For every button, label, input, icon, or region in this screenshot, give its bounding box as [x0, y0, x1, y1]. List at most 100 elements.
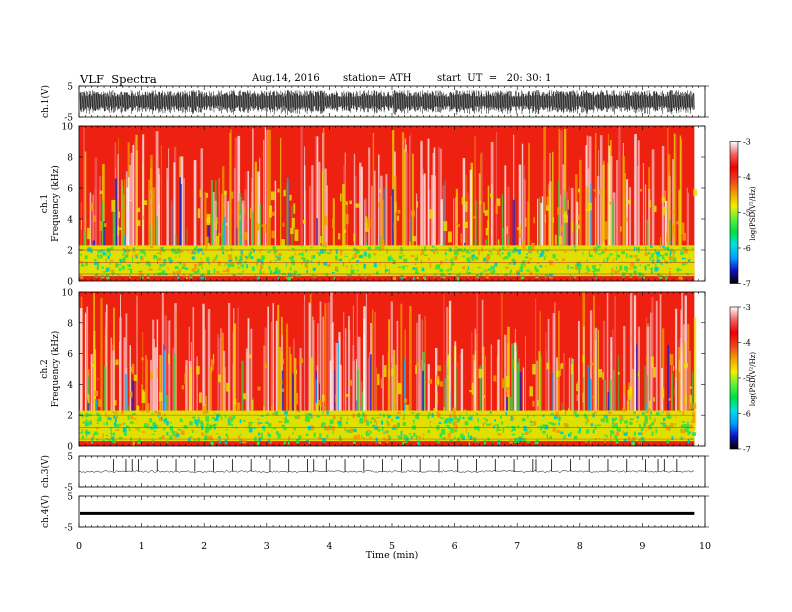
ch1-spec-burst — [646, 219, 649, 246]
ch1-spec-patch — [625, 217, 628, 222]
ch2-spec-lowband-cell — [605, 417, 609, 423]
ch2-spec-lowband-cell — [205, 410, 209, 414]
ch1-spec-heatmap-stripe — [166, 168, 169, 266]
ch2-spec-lowband-cell — [91, 437, 94, 439]
ch1-spec-lowband-cell — [681, 246, 686, 249]
ch1-spec-burst — [410, 217, 412, 246]
ch2-spec-lowband-cell — [113, 414, 116, 419]
ch2-spec-lowband-cell — [98, 415, 102, 419]
ch2-spec-heatmap-stripe — [387, 351, 389, 431]
ch1-spec-heatmap-stripe — [599, 135, 603, 266]
ch1-spec-patch — [239, 215, 241, 220]
ch2-spec-lowband-cell — [680, 428, 682, 433]
ch1-spec-lowband-cell — [324, 248, 326, 254]
ch2-spec-lowband-cell — [196, 424, 199, 427]
ch1-spec-lowband-cell — [311, 255, 313, 260]
ch1-spec-patch — [602, 242, 606, 252]
ch2-spec-heatmap-stripe — [272, 303, 274, 431]
ch2-spec-lowband-cell — [546, 434, 548, 440]
ch2-spec-lowband-cell — [375, 421, 378, 426]
ch1-spec-heatmap-stripe — [373, 170, 376, 266]
ch2-spec-lowband-cell — [684, 426, 688, 428]
ch1-spec-lowband-cell — [430, 249, 434, 252]
ch2-spec-burst — [126, 405, 129, 411]
ch1-spec-ytick-label: 2 — [67, 247, 73, 257]
ch2-spec-lowband-cell — [598, 437, 600, 439]
ch2-spec-heatmap-stripe — [209, 366, 212, 431]
ch2-spec-patch — [617, 371, 620, 375]
ch1-spec-lowband-cell — [492, 266, 495, 270]
ch2-spec-lowband-cell — [501, 421, 504, 425]
ch2-spec-heatmap-stripe — [154, 347, 156, 431]
ch1-spec-patch — [293, 203, 296, 214]
ch1-spec-lowband-cell — [199, 261, 203, 266]
ch2-spec-lowband-cell — [510, 426, 514, 428]
ch2-spec-lowband-cell — [346, 421, 348, 425]
ch1-spec-lowband-cell — [392, 262, 396, 265]
ch2-spec-lowband-cell — [123, 422, 125, 425]
ch2-spec-lowband-cell — [214, 418, 219, 422]
ch1-spec-lowband-cell — [287, 272, 292, 278]
ch1-spec-lowband-cell — [153, 273, 155, 277]
ch2-spec-heatmap-stripe — [693, 317, 697, 431]
ch1-spec-lowband-cell — [218, 248, 221, 250]
ch1-spec-lowband-cell — [665, 252, 668, 256]
ch1-spec-lowband-cell — [195, 246, 198, 249]
ch2-spec-patch — [493, 375, 497, 382]
ch2-spec-burst — [173, 353, 176, 411]
ch1-spec-lowband-cell — [475, 256, 479, 261]
ch1-spec-heatmap-stripe — [132, 144, 135, 266]
ch1-spec-heatmap-stripe — [263, 140, 265, 266]
ch2-spec-heatmap-stripe — [448, 300, 452, 431]
ch1-spec-lowband-cell — [509, 271, 511, 275]
ch1-spec-lowband-cell — [214, 256, 217, 259]
ch1-spec-ytick-label: 8 — [67, 154, 73, 164]
ch1-spec-lowband-cell — [520, 275, 525, 280]
ch1-spec-lowband-cell — [161, 270, 166, 275]
ch2-spec-lowband-cell — [467, 432, 469, 438]
ch2-spec-lowband-cell — [585, 421, 587, 425]
ch1-spec-lowband-cell — [100, 275, 105, 279]
ch1-spec-lowband-cell — [327, 264, 331, 267]
ch1-spec-heatmap-stripe — [610, 155, 613, 266]
ch1-spec-lowband-cell — [134, 253, 139, 257]
ch2-spec-lowband-cell — [502, 427, 505, 433]
ch1-spec-lowband-cell — [466, 257, 471, 262]
ch2-spec-heatmap-stripe — [245, 348, 248, 431]
ch1-spec-patch — [585, 208, 589, 212]
ch1-spec-lowband-cell — [423, 275, 427, 281]
ch1-spec-lowband-cell — [318, 261, 320, 266]
ch2-spec-lowband-cell — [326, 410, 329, 415]
ch2-spec-lowband-cell — [486, 423, 490, 426]
ch2-spec-lowband-cell — [440, 417, 444, 419]
ch1-spec-heatmap-stripe — [608, 145, 611, 266]
ch2-spec-lowband-cell — [687, 430, 690, 435]
ch2-spec-lowband-cell — [325, 427, 330, 431]
ch1-spec-lowband-cell — [570, 267, 574, 269]
ch1-spec-lowband-cell — [665, 275, 668, 281]
ch1-spec-lowband-cell — [621, 251, 625, 255]
ch2-spec-lowband-cell — [586, 419, 590, 423]
ch2-spec-patch — [506, 376, 510, 388]
ch1-spec-heatmap-stripe — [204, 192, 207, 266]
ch2-spec-lowband-cell — [208, 435, 211, 440]
ch2-spec-lowband-cell — [297, 415, 300, 419]
ch1-spec-patch — [393, 222, 396, 230]
ch1-spec-lowband-cell — [102, 271, 107, 273]
ch1-spec-lowband-cell — [142, 249, 145, 254]
ch2-spec-heatmap-stripe — [279, 347, 282, 431]
ch1-spec-burst — [236, 227, 238, 246]
ch1-spec-heatmap-stripe — [431, 175, 434, 266]
ch1-spec-lowband-cell — [97, 255, 100, 259]
ch2-spec-lowband-cell — [143, 424, 148, 428]
ch1-spec-patch — [672, 249, 675, 259]
ch2-spec-patch — [129, 391, 133, 398]
ch2-spec-patch — [652, 367, 656, 378]
ch1-spec-heatmap-stripe — [478, 173, 481, 266]
ch1-spec-lowband-cell — [651, 253, 656, 255]
ch2-spec-lowband-cell — [523, 426, 527, 431]
ch2-spec-heatmap-stripe — [602, 320, 606, 431]
ch2-spec-patch — [623, 384, 626, 394]
ch1-spec-heatmap-stripe — [401, 132, 405, 266]
ch2-spec-heatmap-stripe — [161, 292, 164, 431]
